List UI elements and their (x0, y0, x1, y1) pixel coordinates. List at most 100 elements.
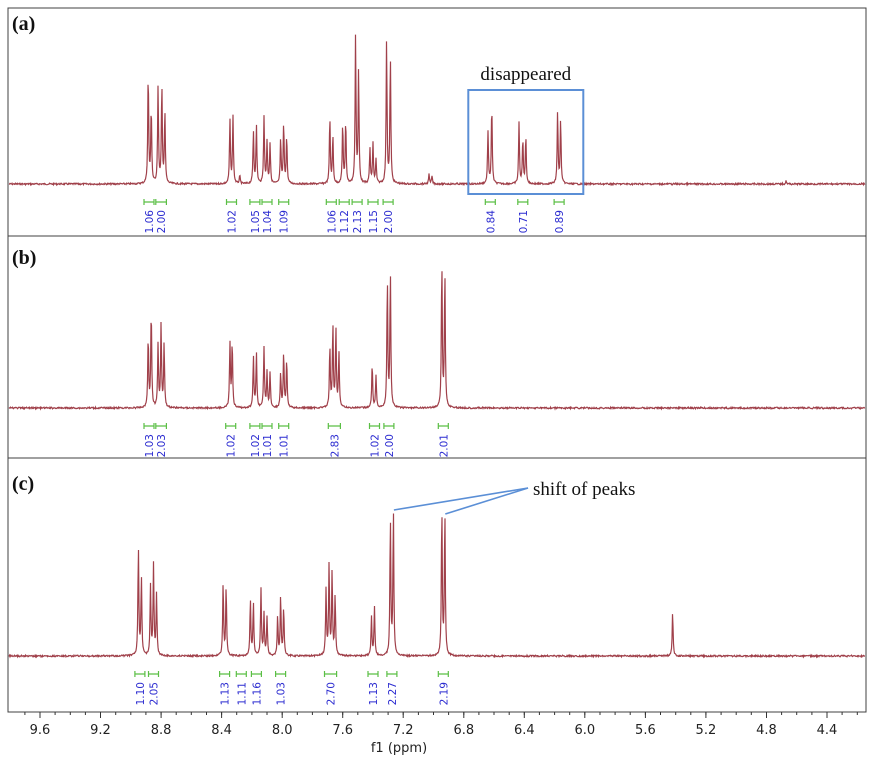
integral-bracket (338, 199, 350, 205)
integral-bracket (261, 199, 273, 205)
integral-bracket (155, 199, 167, 205)
integral-bracket (143, 423, 155, 429)
x-tick-label: 9.6 (30, 723, 51, 738)
integral-value: 2.19 (438, 682, 450, 705)
integral-bracket (367, 199, 379, 205)
integral-bracket (235, 671, 247, 677)
panel-a: (a)1.06 2.00 1.02 1.05 1.04 1.09 1.06 1.12 2.13 1… (7, 7, 867, 237)
integral-value: 1.15 (368, 210, 380, 233)
x-tick-label: 4.8 (756, 723, 777, 738)
integral-mark: 1.02 (368, 423, 382, 457)
integral-value: 2.00 (383, 210, 395, 233)
integral-bracket (553, 199, 565, 205)
x-axis-title: f1 (ppm) (371, 741, 427, 756)
integral-bracket (155, 423, 167, 429)
integral-value: 1.02 (370, 434, 382, 457)
x-tick-label: 6.8 (453, 723, 474, 738)
shift-arrow-line (445, 487, 529, 515)
integral-mark: 2.83 (327, 423, 341, 457)
integral-value: 2.03 (156, 434, 168, 457)
integral-value: 1.13 (368, 682, 380, 705)
spectrum-trace (8, 34, 866, 187)
disappeared-box (467, 89, 585, 195)
integral-mark: 2.03 (155, 423, 168, 457)
integral-bracket (437, 671, 449, 677)
integral-value: 2.13 (352, 210, 364, 233)
integral-mark: 2.01 (437, 423, 450, 457)
integral-mark: 2.05 (147, 671, 161, 705)
integral-bracket (383, 423, 395, 429)
integral-bracket (325, 199, 337, 205)
integral-mark: 2.13 (351, 199, 364, 233)
spectrum-trace (8, 513, 865, 659)
integral-mark: 2.70 (323, 671, 338, 705)
x-tick-label: 7.2 (393, 723, 414, 738)
x-tick-label: 6.0 (574, 723, 595, 738)
integral-bracket (134, 671, 146, 677)
integral-value: 2.00 (156, 210, 168, 233)
x-tick-label: 8.4 (211, 723, 232, 738)
integral-value: 2.70 (326, 682, 338, 705)
integral-bracket (225, 199, 238, 205)
integral-value: 1.10 (135, 682, 147, 705)
integral-mark: 2.00 (382, 199, 395, 233)
integral-bracket (351, 199, 363, 205)
integral-value: 2.83 (329, 434, 341, 457)
integral-mark: 0.71 (517, 199, 530, 233)
integral-value: 1.16 (251, 682, 263, 706)
integral-mark: 1.06 (143, 199, 156, 234)
integral-bracket (382, 199, 394, 205)
panel-label: (b) (12, 247, 36, 269)
integral-bracket (147, 671, 160, 677)
integral-bracket (225, 423, 237, 429)
integral-value: 1.01 (262, 434, 274, 457)
integral-bracket (249, 199, 261, 205)
integral-mark: 1.05 (249, 199, 262, 233)
integral-mark: 0.89 (553, 199, 566, 233)
integral-bracket (368, 423, 381, 429)
integral-mark: 1.03 (143, 423, 156, 457)
integral-mark: 1.09 (278, 199, 291, 233)
integral-value: 0.84 (485, 210, 497, 234)
integral-bracket (484, 199, 496, 205)
x-tick-label: 6.4 (514, 723, 535, 738)
integral-bracket (386, 671, 398, 677)
integral-mark: 1.02 (225, 423, 238, 457)
x-tick-label: 8.0 (272, 723, 293, 738)
integral-value: 2.00 (384, 434, 396, 457)
integral-value: 1.01 (279, 434, 291, 457)
integral-value: 1.11 (236, 682, 248, 705)
integral-value: 1.03 (144, 434, 156, 457)
integral-mark: 1.01 (278, 423, 291, 457)
shift-of-peaks-label: shift of peaks (533, 479, 635, 500)
integral-value: 1.04 (262, 210, 274, 234)
x-tick-label: 8.8 (151, 723, 172, 738)
integral-value: 2.05 (149, 682, 161, 705)
integral-value: 1.13 (220, 682, 232, 705)
integral-mark: 1.13 (219, 671, 232, 705)
integral-mark: 2.27 (386, 671, 399, 705)
integral-mark: 1.06 (325, 199, 338, 233)
integral-bracket (219, 671, 231, 677)
integral-mark: 1.12 (338, 199, 351, 233)
integral-bracket (278, 423, 290, 429)
integral-value: 1.05 (250, 210, 262, 233)
integral-mark: 2.19 (437, 671, 450, 705)
spectrum-trace (8, 271, 866, 411)
disappeared-label: disappeared (480, 64, 571, 85)
panel-b: (b)1.03 2.03 1.02 1.02 1.01 1.01 2.83 1.02 2.00 2… (7, 235, 867, 459)
integral-mark: 1.02 (225, 199, 239, 233)
integral-value: 1.03 (276, 682, 288, 705)
integral-mark: 1.04 (261, 199, 274, 234)
x-tick-label: 4.4 (817, 723, 838, 738)
integral-value: 1.02 (227, 210, 239, 233)
integral-mark: 1.03 (275, 671, 288, 705)
panel-c: (c) 1.10 2.05 1.13 1.11 1.16 1.03 2.70 1.13 2.27 2… (7, 457, 867, 713)
integral-value: 1.06 (144, 210, 156, 234)
integral-bracket (249, 423, 261, 429)
integral-mark: 1.16 (250, 671, 263, 706)
integral-mark: 1.15 (367, 199, 380, 233)
integral-mark: 1.10 (134, 671, 147, 705)
